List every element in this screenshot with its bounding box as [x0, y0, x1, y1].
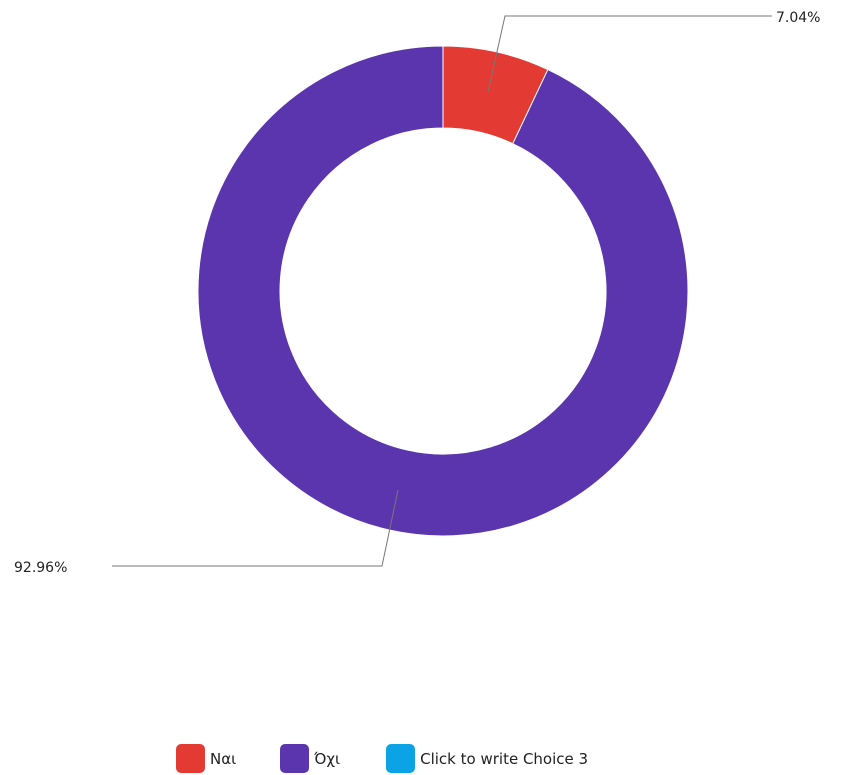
slice-label-ochi: 92.96%: [14, 560, 67, 576]
donut-slices: [197, 45, 689, 537]
legend-swatch-nai: [176, 744, 205, 773]
legend-item-ochi[interactable]: Όχι: [280, 744, 340, 773]
leader-line-ochi: [112, 489, 399, 567]
slice-label-nai: 7.04%: [776, 10, 820, 26]
leader-lines: [112, 15, 772, 567]
legend-label-choice-3: Click to write Choice 3: [420, 749, 589, 768]
legend-label-ochi: Όχι: [314, 749, 341, 768]
leader-line-nai: [487, 15, 772, 93]
legend-label-nai: Ναι: [210, 749, 237, 768]
legend-swatch-choice-3: [386, 744, 416, 773]
donut-chart: 7.04% 92.96%: [14, 10, 820, 576]
donut-slice-1[interactable]: [197, 45, 689, 537]
legend-item-nai[interactable]: Ναι: [176, 744, 236, 773]
legend-item-choice-3[interactable]: Click to write Choice 3: [386, 744, 588, 773]
legend-swatch-ochi: [280, 744, 310, 773]
legend: Ναι Όχι Click to write Choice 3: [176, 744, 632, 773]
